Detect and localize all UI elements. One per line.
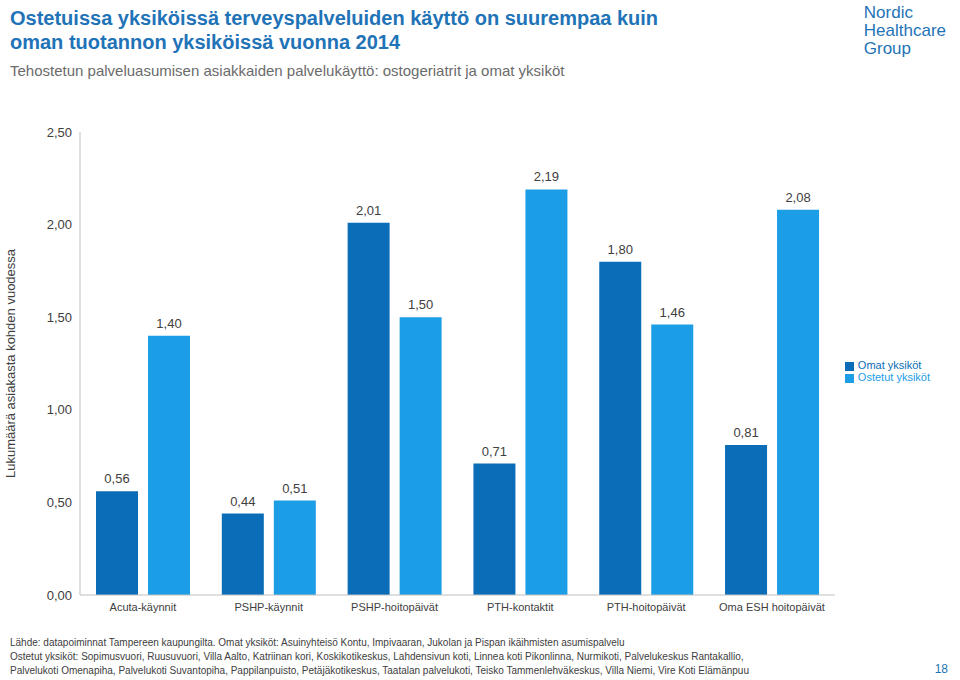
svg-text:0,50: 0,50 xyxy=(47,495,72,510)
svg-text:2,19: 2,19 xyxy=(534,169,559,184)
html-text:Tehostetun palveluasumisen asi: Tehostetun palveluasumisen asiakkaiden p… xyxy=(10,62,565,79)
svg-text:0,71: 0,71 xyxy=(482,444,507,459)
svg-text:Oma ESH hoitopäivät: Oma ESH hoitopäivät xyxy=(719,601,825,613)
svg-text:1,50: 1,50 xyxy=(47,310,72,325)
svg-text:1,40: 1,40 xyxy=(156,316,181,331)
html-text:Ostetuissa yksiköissä terveysp: Ostetuissa yksiköissä terveyspalveluiden… xyxy=(10,7,658,53)
svg-text:0,44: 0,44 xyxy=(230,494,255,509)
svg-text:0,81: 0,81 xyxy=(733,425,758,440)
svg-text:0,51: 0,51 xyxy=(282,481,307,496)
html-text:Lähde: datapoiminnat Tampereen: Lähde: datapoiminnat Tampereen kaupungil… xyxy=(10,637,625,648)
html-text:Omat yksiköt: Omat yksiköt xyxy=(857,359,922,371)
html-text:Group: Group xyxy=(863,39,911,58)
svg-text:Lukumäärä asiakasta kohden vuo: Lukumäärä asiakasta kohden vuodessa xyxy=(8,248,18,478)
svg-text:2,50: 2,50 xyxy=(47,125,72,140)
svg-text:PTH-hoitopäivät: PTH-hoitopäivät xyxy=(607,601,686,613)
html-text:Palvelukoti Omenapiha, Palvelu: Palvelukoti Omenapiha, Palvelukoti Suvan… xyxy=(10,665,749,676)
svg-text:2,00: 2,00 xyxy=(47,217,72,232)
svg-text:PTH-kontaktit: PTH-kontaktit xyxy=(487,601,554,613)
html-text:Ostetut yksiköt: Ostetut yksiköt xyxy=(857,371,930,383)
svg-text:0,00: 0,00 xyxy=(47,588,72,603)
svg-text:PSHP-hoitopäivät: PSHP-hoitopäivät xyxy=(351,601,438,613)
svg-text:1,00: 1,00 xyxy=(47,402,72,417)
html-text:Healthcare: Healthcare xyxy=(863,21,946,40)
svg-text:2,08: 2,08 xyxy=(785,190,810,205)
svg-text:1,46: 1,46 xyxy=(660,305,685,320)
svg-text:PSHP-käynnit: PSHP-käynnit xyxy=(234,601,302,613)
svg-text:2,01: 2,01 xyxy=(356,203,381,218)
svg-text:0,56: 0,56 xyxy=(104,471,129,486)
svg-text:1,80: 1,80 xyxy=(608,242,633,257)
html-text:Nordic: Nordic xyxy=(863,3,913,22)
html-text:Ostetut yksiköt: Sopimusvuori,: Ostetut yksiköt: Sopimusvuori, Ruusuvuor… xyxy=(10,651,744,662)
svg-text:Acuta-käynnit: Acuta-käynnit xyxy=(110,601,177,613)
html-text:18: 18 xyxy=(934,662,948,676)
svg-text:1,50: 1,50 xyxy=(408,297,433,312)
